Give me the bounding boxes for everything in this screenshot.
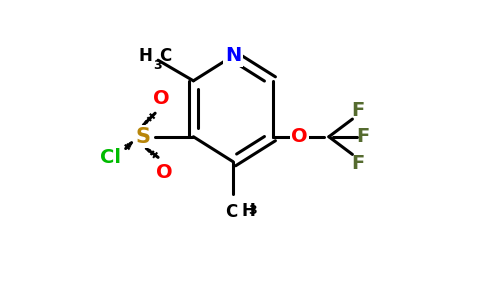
Text: 3: 3: [153, 59, 162, 72]
Text: O: O: [156, 163, 172, 182]
Text: O: O: [291, 127, 308, 146]
Text: Cl: Cl: [101, 148, 121, 167]
Text: F: F: [352, 154, 365, 173]
Text: S: S: [136, 127, 151, 147]
Text: H: H: [242, 202, 255, 220]
Text: H: H: [138, 47, 152, 65]
Text: F: F: [352, 101, 365, 120]
Text: C: C: [160, 47, 172, 65]
Text: O: O: [153, 89, 169, 108]
Text: C: C: [226, 203, 238, 221]
Text: N: N: [225, 46, 242, 65]
Text: F: F: [356, 127, 369, 146]
Text: 3: 3: [248, 205, 257, 218]
